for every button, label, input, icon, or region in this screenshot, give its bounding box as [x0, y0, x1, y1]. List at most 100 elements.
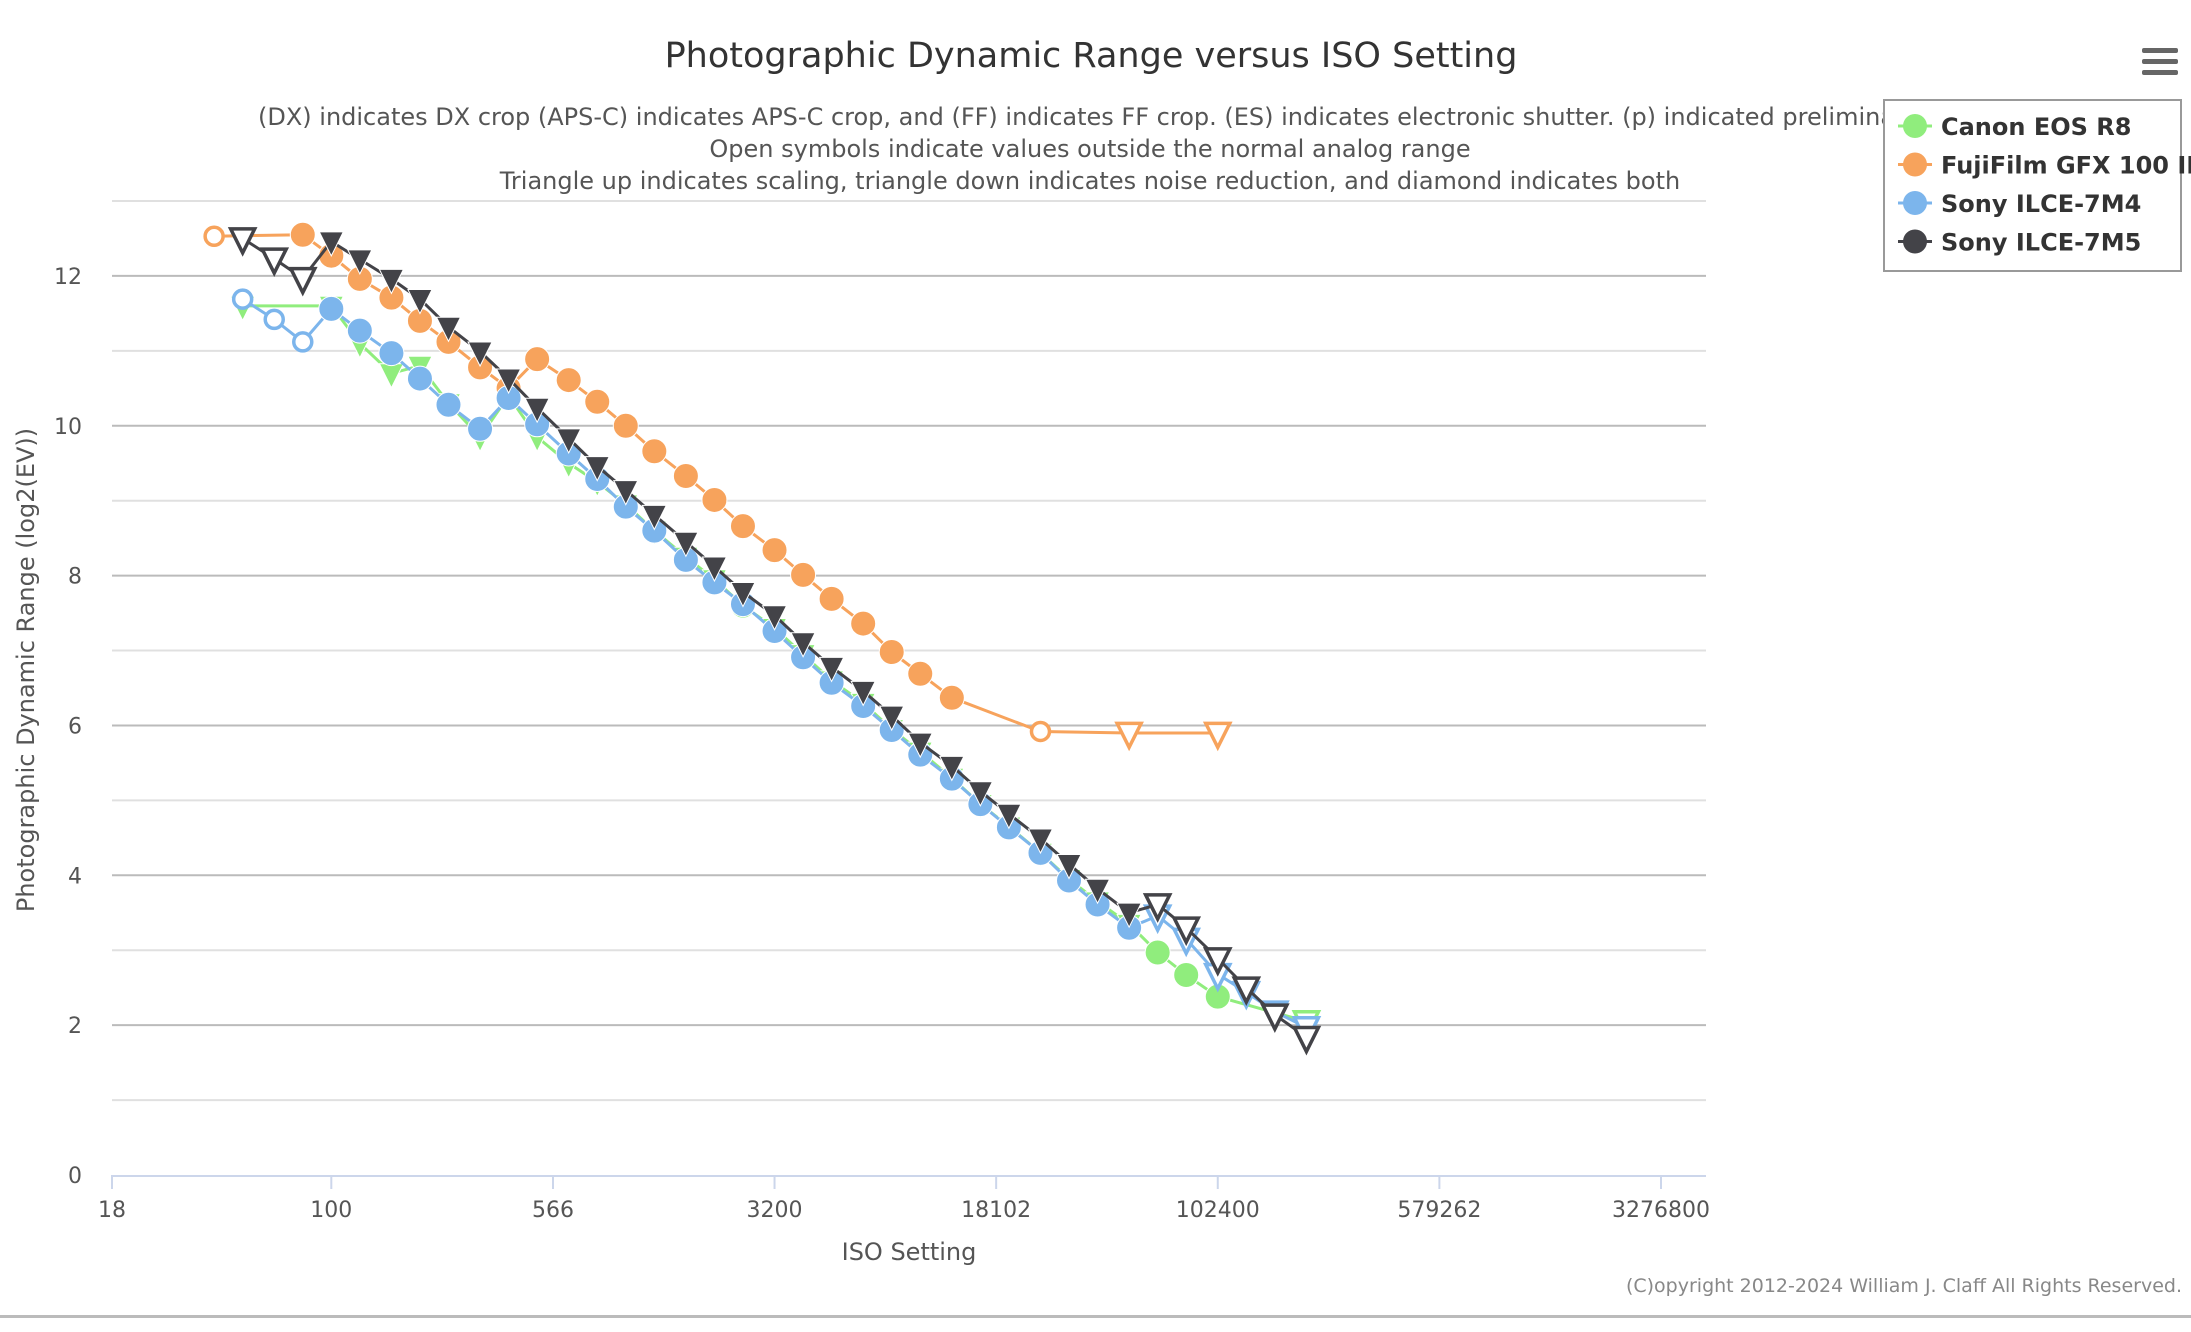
y-tick-label: 4 — [68, 864, 82, 889]
legend-item[interactable]: Sony ILCE-7M4 — [1898, 190, 2141, 218]
circle-marker — [641, 438, 668, 465]
series-sony-ilce-7m4 — [231, 288, 1322, 1046]
legend: Canon EOS R8 FujiFilm GFX 100 II Sony ILCE… — [1883, 99, 2191, 272]
circle-marker — [729, 513, 756, 540]
open-triangle-down-marker — [1260, 1003, 1290, 1033]
open-circle-marker — [203, 225, 225, 247]
triangle-down-marker — [790, 632, 816, 658]
legend-label: Canon EOS R8 — [1941, 113, 2131, 141]
triangle-down-marker — [907, 732, 934, 759]
open-triangle-down-marker — [1291, 1025, 1322, 1056]
triangle-down-marker — [435, 316, 462, 343]
x-axis-label: ISO Setting — [842, 1238, 977, 1266]
circle-marker — [318, 295, 345, 322]
triangle-down-marker — [818, 656, 845, 683]
circle-marker — [790, 561, 817, 588]
open-triangle-down-marker — [1231, 976, 1262, 1007]
triangle-down-marker — [939, 755, 965, 782]
legend-label: FujiFilm GFX 100 II — [1941, 152, 2191, 180]
x-tick-label: 579262 — [1397, 1198, 1481, 1223]
circle-marker — [378, 340, 405, 367]
triangle-down-marker — [1056, 853, 1082, 880]
x-tick-label: 100 — [310, 1198, 352, 1223]
triangle-down-marker — [701, 556, 728, 583]
x-tick-label: 18102 — [961, 1198, 1031, 1223]
credits: (C)opyright 2012-2024 William J. Claff A… — [1626, 1275, 2182, 1297]
series-fujifilm-gfx-100-ii — [203, 221, 1233, 752]
x-tick-label: 3276800 — [1612, 1198, 1710, 1223]
y-tick-label: 8 — [68, 565, 82, 590]
triangle-down-marker — [1084, 878, 1111, 905]
open-triangle-down-marker — [259, 247, 290, 278]
axes: 0 2 4 6 8 10 12 18 100 566 3200 18102 102400 579262 32… — [54, 265, 1710, 1223]
circle-marker — [346, 317, 373, 344]
open-circle-marker — [292, 331, 314, 353]
chart-subtitle-2: Open symbols indicate values outside the… — [709, 135, 1470, 163]
triangle-down-marker — [878, 705, 905, 732]
triangle-down-marker — [1116, 902, 1142, 929]
triangle-down-marker — [378, 363, 405, 389]
open-triangle-down-marker — [1202, 947, 1233, 977]
open-circle-marker — [231, 288, 254, 310]
triangle-down-marker — [495, 368, 522, 395]
x-tick-label: 566 — [532, 1198, 574, 1223]
circle-marker — [850, 610, 877, 637]
y-tick-label: 10 — [54, 415, 82, 440]
legend-marker — [1903, 229, 1927, 254]
triangle-down-marker — [584, 456, 611, 482]
divider — [0, 1315, 2191, 1318]
y-tick-label: 2 — [68, 1014, 82, 1039]
legend-item[interactable]: FujiFilm GFX 100 II — [1898, 152, 2191, 180]
circle-marker — [524, 346, 551, 373]
legend-item[interactable]: Sony ILCE-7M5 — [1898, 229, 2141, 257]
x-tick-label: 3200 — [747, 1198, 803, 1223]
circle-marker — [435, 391, 462, 418]
triangle-down-marker — [730, 581, 756, 608]
series-line — [214, 233, 1218, 735]
series-line — [242, 304, 1307, 1023]
legend-label: Sony ILCE-7M5 — [1941, 229, 2141, 257]
chart-subtitle-3: Triangle up indicates scaling, triangle … — [499, 167, 1680, 195]
x-tick-label: 102400 — [1176, 1198, 1260, 1223]
legend-marker — [1903, 114, 1927, 138]
grid — [112, 200, 1706, 1102]
circle-marker — [701, 486, 728, 513]
open-circle-marker — [263, 308, 285, 331]
triangle-down-marker — [967, 781, 994, 807]
y-tick-label: 6 — [68, 714, 82, 739]
circle-marker — [1144, 939, 1171, 966]
open-triangle-down-marker — [1114, 721, 1144, 752]
hamburger-menu-icon[interactable] — [2142, 48, 2178, 78]
triangle-down-marker — [996, 803, 1022, 830]
plot-area — [203, 221, 1322, 1056]
triangle-down-marker — [347, 249, 373, 275]
open-triangle-down-marker — [1171, 916, 1202, 947]
circle-marker — [672, 462, 699, 489]
circle-marker — [584, 388, 611, 415]
legend-item[interactable]: Canon EOS R8 — [1898, 113, 2131, 141]
triangle-down-marker — [524, 397, 550, 424]
open-triangle-down-marker — [227, 227, 258, 257]
y-tick-label: 0 — [68, 1164, 82, 1189]
triangle-down-marker — [1027, 828, 1054, 855]
circle-marker — [555, 367, 582, 394]
series-line — [241, 297, 1308, 1029]
circle-marker — [289, 221, 316, 248]
legend-marker — [1903, 152, 1927, 177]
y-axis-label: Photographic Dynamic Range (log2(EV)) — [12, 428, 40, 912]
chart-title: Photographic Dynamic Range versus ISO Se… — [665, 36, 1518, 76]
triangle-down-marker — [467, 341, 493, 368]
circle-marker — [1173, 961, 1200, 988]
circle-marker — [761, 537, 788, 564]
circle-marker — [907, 660, 934, 687]
triangle-down-marker — [641, 504, 668, 531]
series-sony-ilce-7m5 — [227, 227, 1322, 1056]
open-triangle-down-marker — [287, 266, 318, 297]
circle-marker — [467, 415, 494, 442]
y-tick-label: 12 — [54, 265, 82, 290]
triangle-down-marker — [761, 605, 788, 631]
x-tick-label: 18 — [98, 1198, 126, 1223]
legend-label: Sony ILCE-7M4 — [1941, 190, 2141, 218]
chart-subtitle-1: (DX) indicates DX crop (APS-C) indicates… — [258, 103, 1942, 131]
